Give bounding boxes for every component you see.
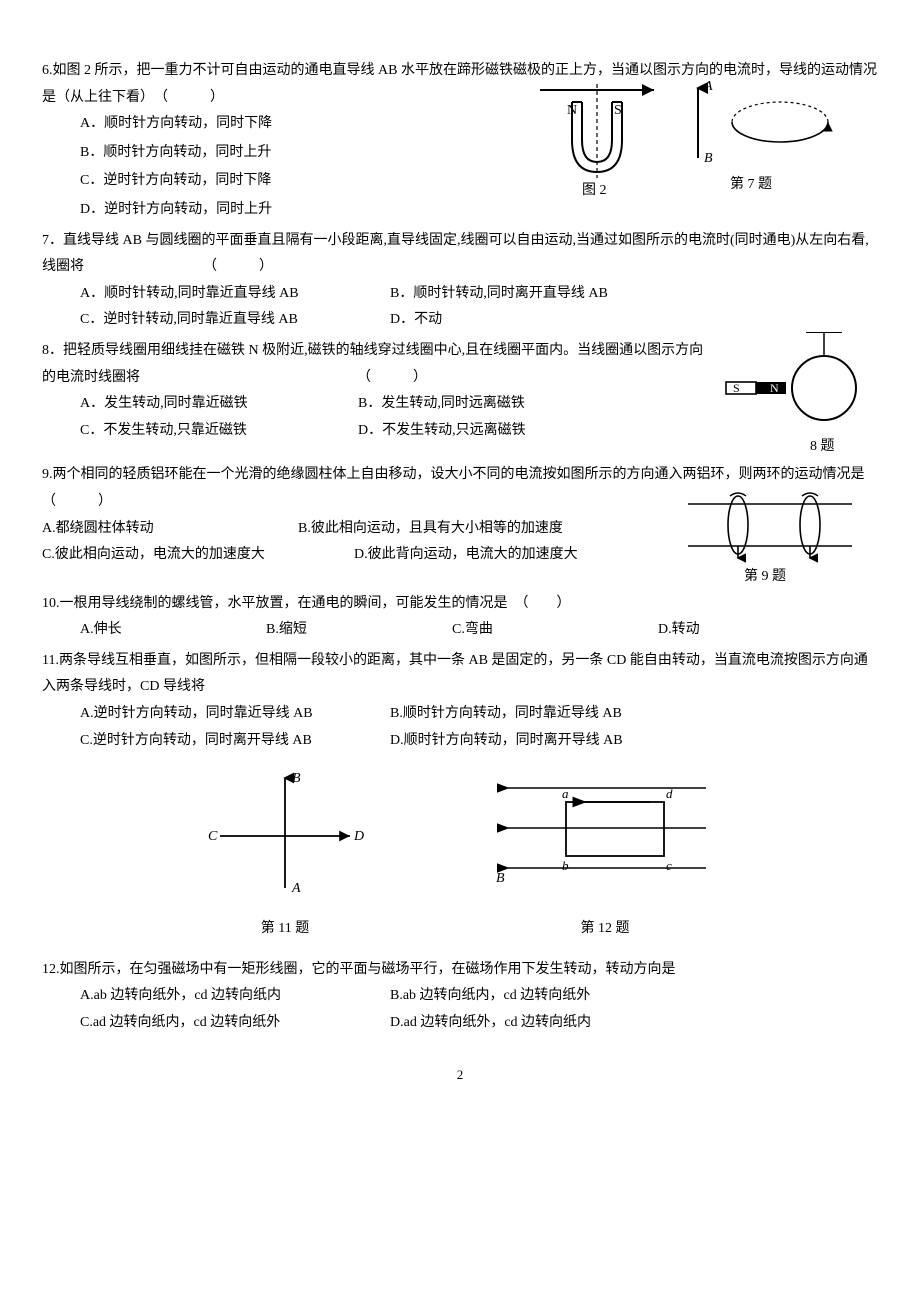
- fig12-caption: 第 12 题: [490, 916, 720, 943]
- fig11-caption: 第 11 题: [200, 916, 370, 943]
- q11-opt-a: A.逆时针方向转动，同时靠近导线 AB: [80, 701, 390, 728]
- figure-q12: a d b c B 第 12 题: [490, 766, 720, 943]
- svg-text:B: B: [496, 871, 505, 886]
- svg-text:C: C: [208, 829, 218, 844]
- q11-opt-d: D.顺时针方向转动，同时离开导线 AB: [390, 728, 623, 755]
- svg-text:S: S: [614, 103, 622, 118]
- question-10: 10.一根用导线绕制的螺线管，水平放置，在通电的瞬间，可能发生的情况是 （ ） …: [42, 591, 878, 644]
- svg-text:a: a: [562, 786, 569, 801]
- svg-text:A: A: [291, 881, 301, 896]
- q7-opt-a: A．顺时针转动,同时靠近直导线 AB: [80, 281, 390, 308]
- q12-opt-d: D.ad 边转向纸外，cd 边转向纸内: [390, 1010, 591, 1037]
- svg-text:B: B: [292, 771, 301, 786]
- q9-opt-a: A.都绕圆柱体转动: [42, 516, 242, 543]
- figure-row-11-12: B A C D 第 11 题: [42, 766, 878, 943]
- q12-opt-c: C.ad 边转向纸内，cd 边转向纸外: [80, 1010, 390, 1037]
- svg-text:c: c: [666, 858, 672, 873]
- svg-text:N: N: [567, 103, 577, 118]
- q7-opt-d: D．不动: [390, 307, 442, 334]
- q8-opt-a: A．发生转动,同时靠近磁铁: [80, 391, 302, 418]
- svg-text:N: N: [770, 381, 779, 395]
- q12-options: A.ab 边转向纸外，cd 边转向纸内 B.ab 边转向纸内，cd 边转向纸外 …: [42, 983, 878, 1036]
- q11-options: A.逆时针方向转动，同时靠近导线 AB B.顺时针方向转动，同时靠近导线 AB …: [42, 701, 878, 754]
- q8-opt-c: C．不发生转动,只靠近磁铁: [80, 418, 302, 445]
- q12-opt-a: A.ab 边转向纸外，cd 边转向纸内: [80, 983, 390, 1010]
- q10-options: A.伸长 B.缩短 C.弯曲 D.转动: [42, 617, 878, 644]
- q11-opt-c: C.逆时针方向转动，同时离开导线 AB: [80, 728, 390, 755]
- question-6: 6.如图 2 所示，把一重力不计可自由运动的通电直导线 AB 水平放在蹄形磁铁磁…: [42, 58, 878, 224]
- q9-opt-c: C.彼此相向运动，电流大的加速度大: [42, 542, 334, 569]
- svg-text:D: D: [353, 829, 364, 844]
- page-number: 2: [42, 1063, 878, 1088]
- q12-opt-b: B.ab 边转向纸内，cd 边转向纸外: [390, 983, 590, 1010]
- q10-opt-a: A.伸长: [80, 617, 210, 644]
- q10-opt-b: B.缩短: [266, 617, 396, 644]
- cylinder-rings-icon: 第 9 题: [680, 484, 860, 584]
- svg-text:S: S: [733, 381, 740, 395]
- q9-opt-d: D.彼此背向运动，电流大的加速度大: [354, 542, 578, 569]
- q10-opt-d: D.转动: [658, 617, 700, 644]
- field-loop-icon: a d b c B: [490, 766, 720, 916]
- q12-text: 12.如图所示，在匀强磁场中有一矩形线圈，它的平面与磁场平行，在磁场作用下发生转…: [42, 957, 878, 984]
- q9-opt-b: B.彼此相向运动，且具有大小相等的加速度: [298, 516, 563, 543]
- question-8: 8．把轻质导线圈用细线挂在磁铁 N 极附近,磁铁的轴线穿过线圈中心,且在线圈平面…: [42, 338, 878, 444]
- figure-q11: B A C D 第 11 题: [200, 766, 370, 943]
- q7-options: A．顺时针转动,同时靠近直导线 AB B．顺时针转动,同时离开直导线 AB C．…: [42, 281, 878, 334]
- wire-loop-icon: A B 第 7 题: [672, 76, 840, 196]
- svg-text:第 7 题: 第 7 题: [730, 175, 772, 192]
- q7-opt-b: B．顺时针转动,同时离开直导线 AB: [390, 281, 608, 308]
- q6-opt-d: D．逆时针方向转动，同时上升: [80, 197, 878, 224]
- question-11: 11.两条导线互相垂直，如图所示，但相隔一段较小的距离，其中一条 AB 是固定的…: [42, 648, 878, 754]
- q10-text: 10.一根用导线绕制的螺线管，水平放置，在通电的瞬间，可能发生的情况是 （ ）: [42, 591, 878, 618]
- question-7: 7．直线导线 AB 与圆线圈的平面垂直且隔有一小段距离,直导线固定,线圈可以自由…: [42, 228, 878, 334]
- q7-text: 7．直线导线 AB 与圆线圈的平面垂直且隔有一小段距离,直导线固定,线圈可以自由…: [42, 228, 878, 281]
- svg-text:A: A: [703, 79, 713, 94]
- svg-text:8 题: 8 题: [810, 439, 835, 454]
- q7-opt-c: C．逆时针转动,同时靠近直导线 AB: [80, 307, 390, 334]
- figure-q8: S N 8 题: [720, 332, 870, 458]
- q8-opt-d: D．不发生转动,只远离磁铁: [358, 418, 526, 445]
- q11-text: 11.两条导线互相垂直，如图所示，但相隔一段较小的距离，其中一条 AB 是固定的…: [42, 648, 878, 701]
- crossed-wires-icon: B A C D: [200, 766, 370, 916]
- figure-q7: A B 第 7 题: [672, 76, 840, 196]
- question-12: 12.如图所示，在匀强磁场中有一矩形线圈，它的平面与磁场平行，在磁场作用下发生转…: [42, 957, 878, 1037]
- svg-text:第 9 题: 第 9 题: [744, 567, 786, 584]
- q10-opt-c: C.弯曲: [452, 617, 602, 644]
- question-9: 9.两个相同的轻质铝环能在一个光滑的绝缘圆柱体上自由移动，设大小不同的电流按如图…: [42, 462, 878, 568]
- svg-text:b: b: [562, 858, 569, 873]
- q11-opt-b: B.顺时针方向转动，同时靠近导线 AB: [390, 701, 622, 728]
- magnet-coil-icon: S N 8 题: [720, 332, 870, 458]
- svg-text:图 2: 图 2: [582, 183, 607, 198]
- figure-2: N S 图 2: [532, 80, 662, 200]
- svg-text:d: d: [666, 786, 673, 801]
- q8-opt-b: B．发生转动,同时远离磁铁: [358, 391, 525, 418]
- horseshoe-magnet-icon: N S 图 2: [532, 80, 662, 200]
- figure-q9: 第 9 题: [680, 484, 860, 584]
- svg-text:B: B: [704, 151, 713, 166]
